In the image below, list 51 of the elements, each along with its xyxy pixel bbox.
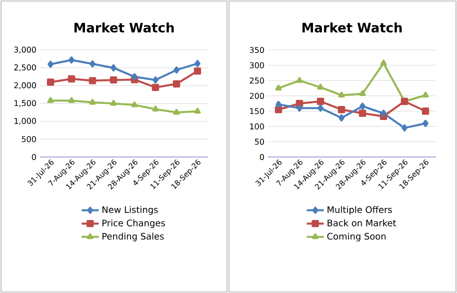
point <box>360 102 366 110</box>
point <box>132 73 138 80</box>
chart-title: Market Watch <box>302 22 402 33</box>
legend-label: Multiple Offers <box>328 206 392 215</box>
point <box>88 77 96 84</box>
point <box>131 101 138 108</box>
point <box>274 106 282 114</box>
point <box>47 97 54 103</box>
point <box>317 84 324 90</box>
point <box>316 98 324 105</box>
point <box>338 92 345 98</box>
point <box>90 60 96 68</box>
point <box>318 104 324 112</box>
point <box>68 97 75 103</box>
legend-label: New Listings <box>102 206 158 215</box>
point <box>172 80 180 88</box>
point <box>296 76 303 83</box>
point <box>110 100 117 106</box>
legend-label: Coming Soon <box>327 232 386 242</box>
point <box>296 104 302 112</box>
point <box>174 66 180 74</box>
point <box>338 114 344 122</box>
point <box>194 60 200 68</box>
legend-label: Back on Market <box>328 219 396 226</box>
point <box>173 108 180 115</box>
point <box>422 120 428 127</box>
point <box>110 76 118 84</box>
point <box>89 98 96 105</box>
point <box>152 76 158 84</box>
point <box>152 106 159 112</box>
point <box>338 106 346 114</box>
point <box>110 64 116 72</box>
point <box>422 108 430 115</box>
point <box>68 56 74 64</box>
point <box>194 67 202 75</box>
point <box>275 84 282 91</box>
point <box>48 60 54 68</box>
point <box>422 92 429 98</box>
point <box>68 75 76 82</box>
chart-title: Market Watch <box>74 22 174 33</box>
point <box>380 60 387 66</box>
point <box>152 84 160 92</box>
point <box>380 110 386 117</box>
point <box>276 100 282 108</box>
point <box>46 78 54 86</box>
point <box>359 90 366 96</box>
legend-label: Price Changes <box>102 219 165 228</box>
legend-label: Pending Sales <box>102 232 164 242</box>
point <box>402 124 408 132</box>
point <box>194 108 201 114</box>
point <box>358 110 366 117</box>
